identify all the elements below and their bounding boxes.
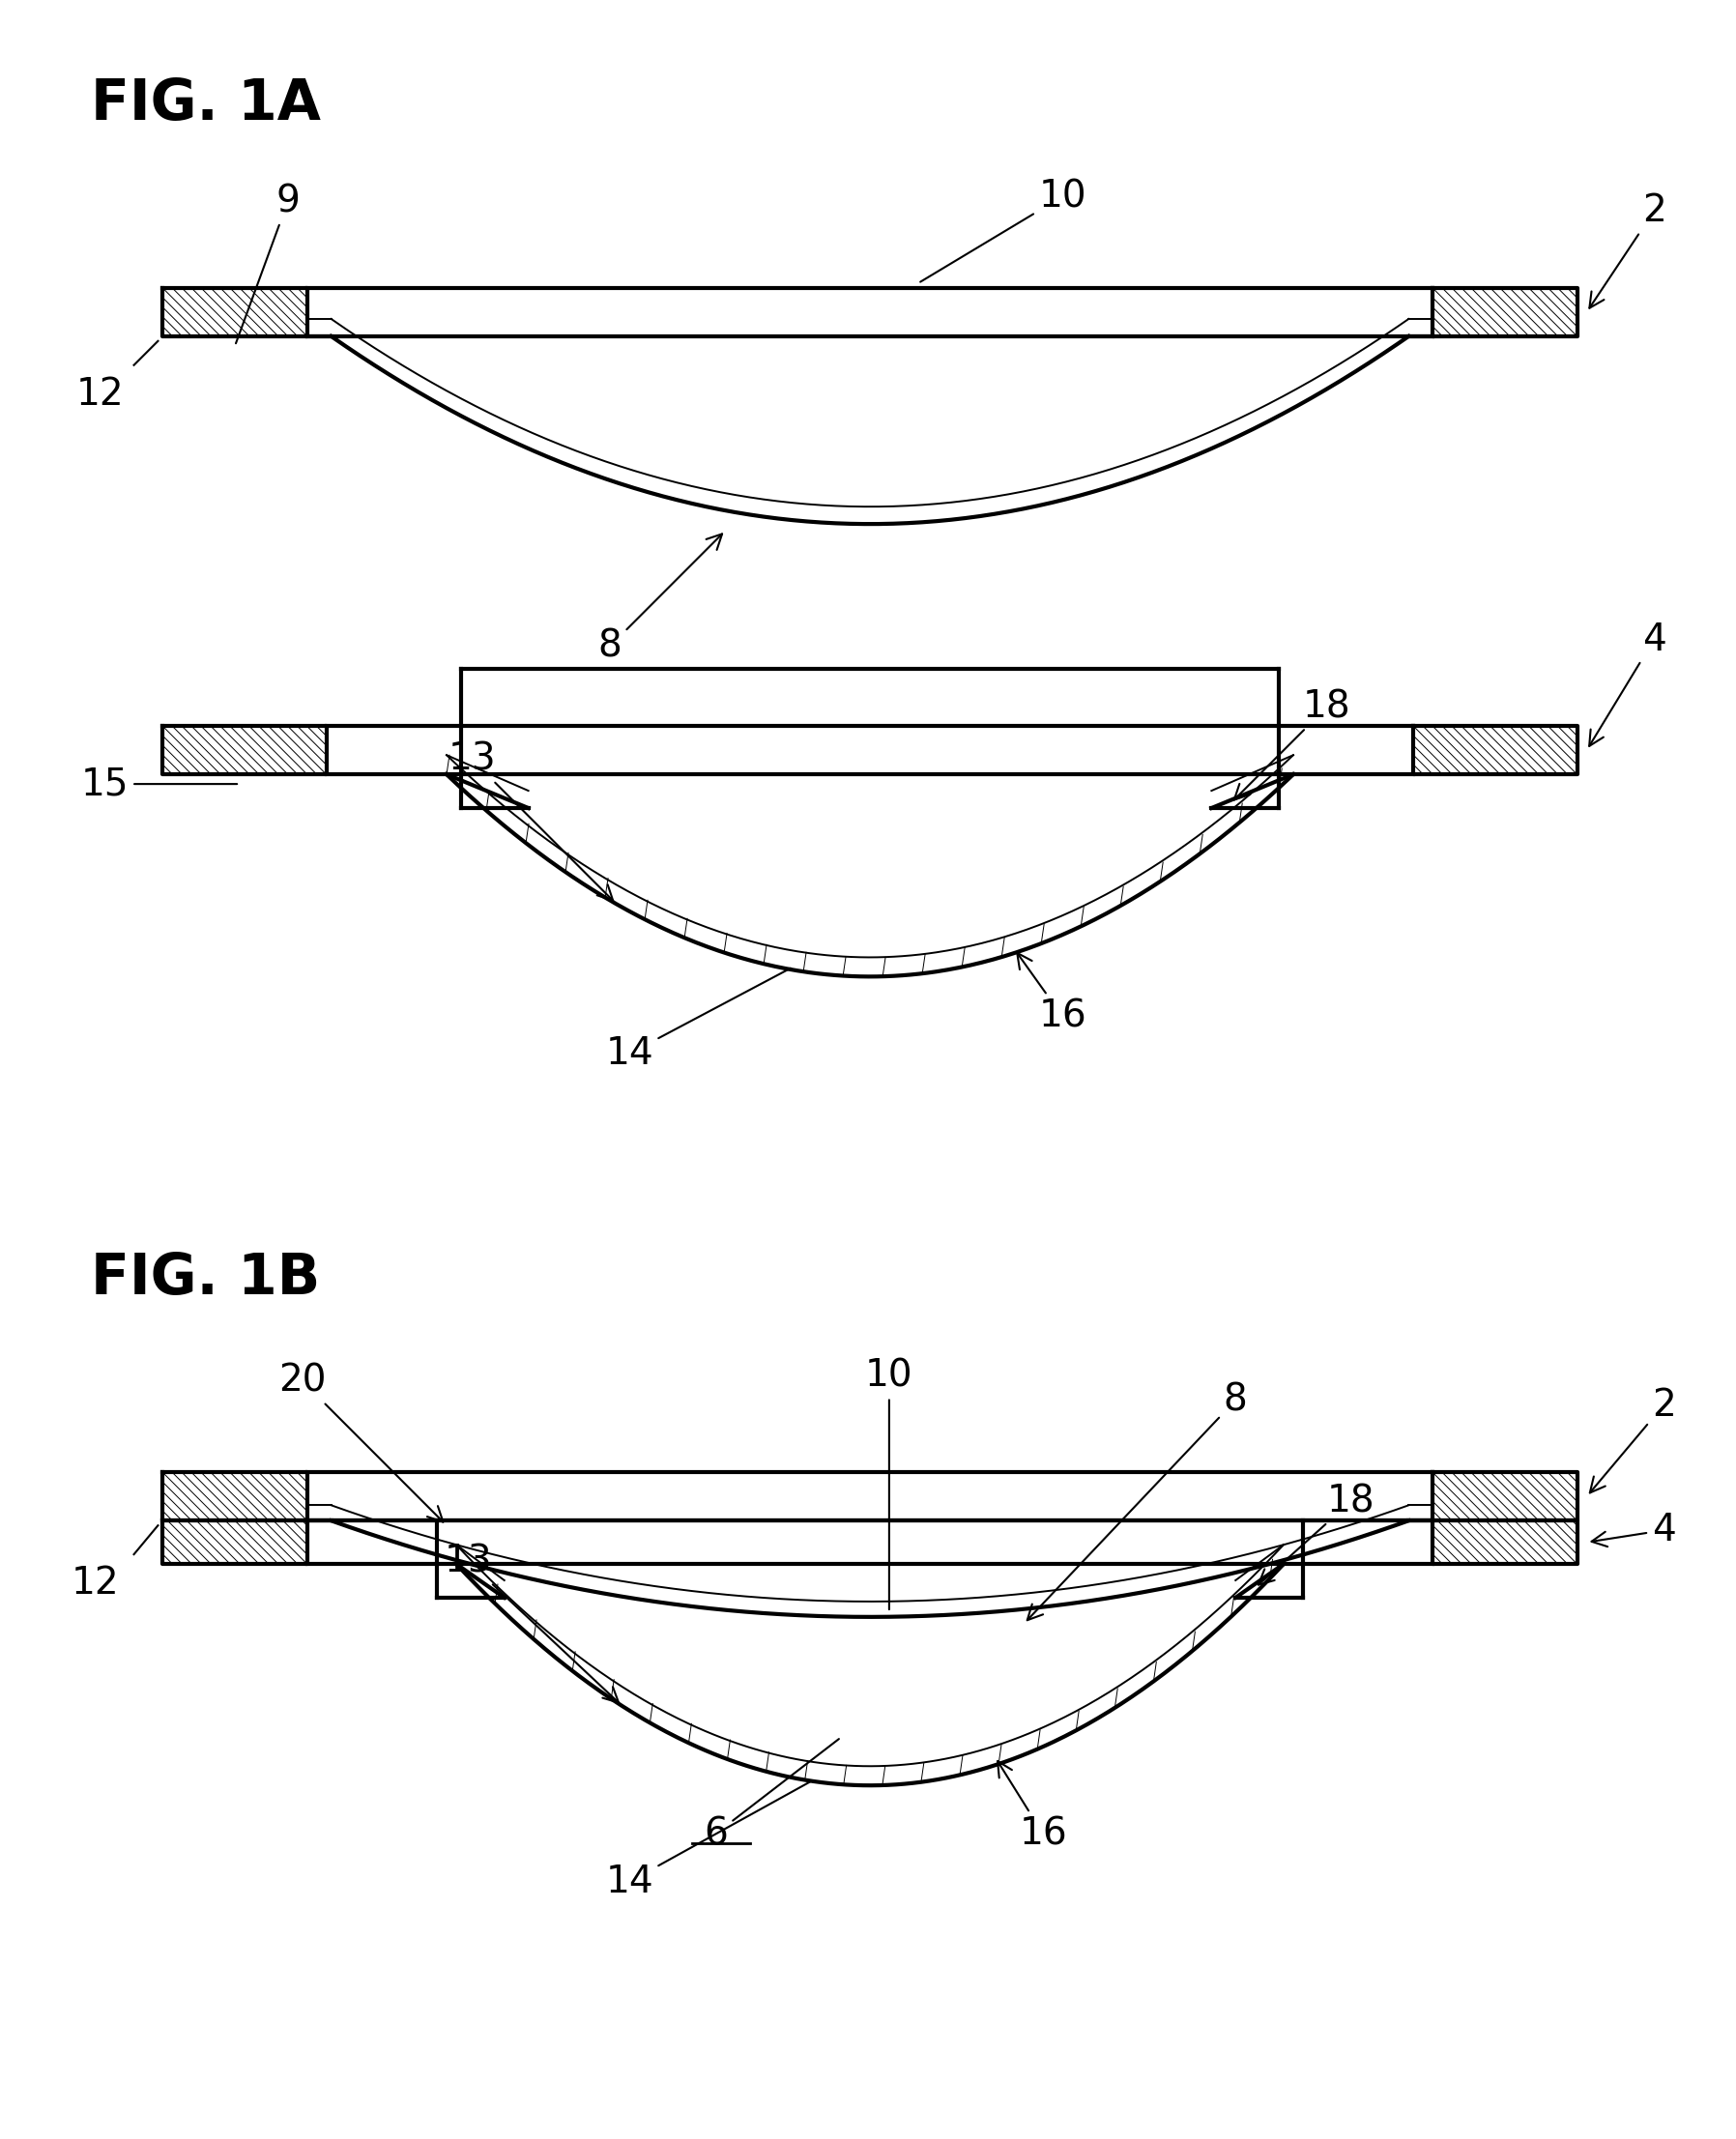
Text: 18: 18 — [1234, 689, 1351, 800]
Text: 4: 4 — [1592, 1512, 1675, 1549]
Text: 8: 8 — [599, 535, 722, 665]
Text: 15: 15 — [82, 766, 238, 802]
Text: 6: 6 — [705, 1739, 838, 1852]
Text: FIG. 1B: FIG. 1B — [90, 1251, 319, 1307]
Text: 16: 16 — [998, 1760, 1068, 1852]
Text: 20: 20 — [278, 1363, 443, 1523]
Text: 13: 13 — [444, 1542, 618, 1703]
Text: 12: 12 — [71, 1566, 120, 1602]
Text: 9: 9 — [236, 184, 300, 344]
Text: 4: 4 — [1588, 620, 1667, 747]
Text: 8: 8 — [1028, 1382, 1248, 1619]
Text: 14: 14 — [606, 969, 790, 1072]
Text: 2: 2 — [1590, 1386, 1675, 1493]
Text: 13: 13 — [448, 742, 613, 901]
Text: 10: 10 — [865, 1358, 913, 1609]
Text: 2: 2 — [1590, 193, 1667, 308]
Text: 16: 16 — [1017, 952, 1087, 1035]
Text: 10: 10 — [920, 178, 1087, 282]
Text: 14: 14 — [606, 1782, 811, 1899]
Text: FIG. 1A: FIG. 1A — [90, 77, 321, 130]
Text: 12: 12 — [76, 376, 125, 413]
Text: 18: 18 — [1259, 1482, 1375, 1585]
